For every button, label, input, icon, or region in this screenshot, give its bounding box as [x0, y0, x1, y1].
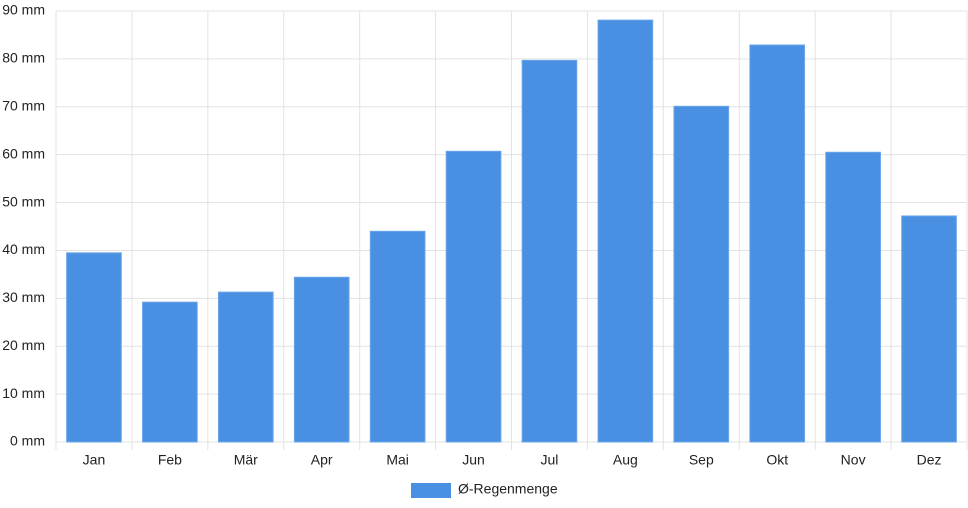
y-tick-label: 0 mm — [10, 433, 45, 449]
x-tick-label: Okt — [766, 452, 788, 468]
bar — [673, 105, 730, 443]
x-tick-label: Sep — [689, 452, 714, 468]
y-tick-label: 80 mm — [2, 50, 45, 66]
bar — [749, 44, 806, 443]
y-tick-label: 90 mm — [2, 2, 45, 18]
bar — [66, 252, 122, 443]
x-tick-label: Nov — [841, 452, 866, 468]
bar — [293, 276, 350, 443]
bar — [521, 59, 578, 443]
y-tick-label: 10 mm — [2, 385, 45, 401]
y-tick-label: 50 mm — [2, 193, 45, 209]
x-tick-label: Jun — [462, 452, 485, 468]
x-tick-label: Mai — [386, 452, 409, 468]
bar — [597, 19, 654, 443]
bar — [369, 230, 426, 443]
bar — [217, 291, 274, 443]
x-tick-label: Jul — [541, 452, 559, 468]
y-tick-label: 20 mm — [2, 337, 45, 353]
legend-swatch — [411, 483, 451, 498]
bar — [445, 150, 502, 443]
y-tick-label: 30 mm — [2, 289, 45, 305]
x-tick-label: Mär — [234, 452, 258, 468]
x-tick-label: Feb — [158, 452, 182, 468]
x-tick-label: Apr — [311, 452, 333, 468]
x-tick-label: Jan — [83, 452, 106, 468]
x-tick-label: Aug — [613, 452, 638, 468]
y-tick-label: 70 mm — [2, 97, 45, 113]
y-tick-label: 60 mm — [2, 145, 45, 161]
bar — [901, 215, 957, 443]
x-tick-label: Dez — [917, 452, 942, 468]
y-tick-label: 40 mm — [2, 241, 45, 257]
bar — [825, 151, 881, 443]
bar — [142, 301, 198, 443]
legend-label: Ø-Regenmenge — [458, 481, 558, 497]
